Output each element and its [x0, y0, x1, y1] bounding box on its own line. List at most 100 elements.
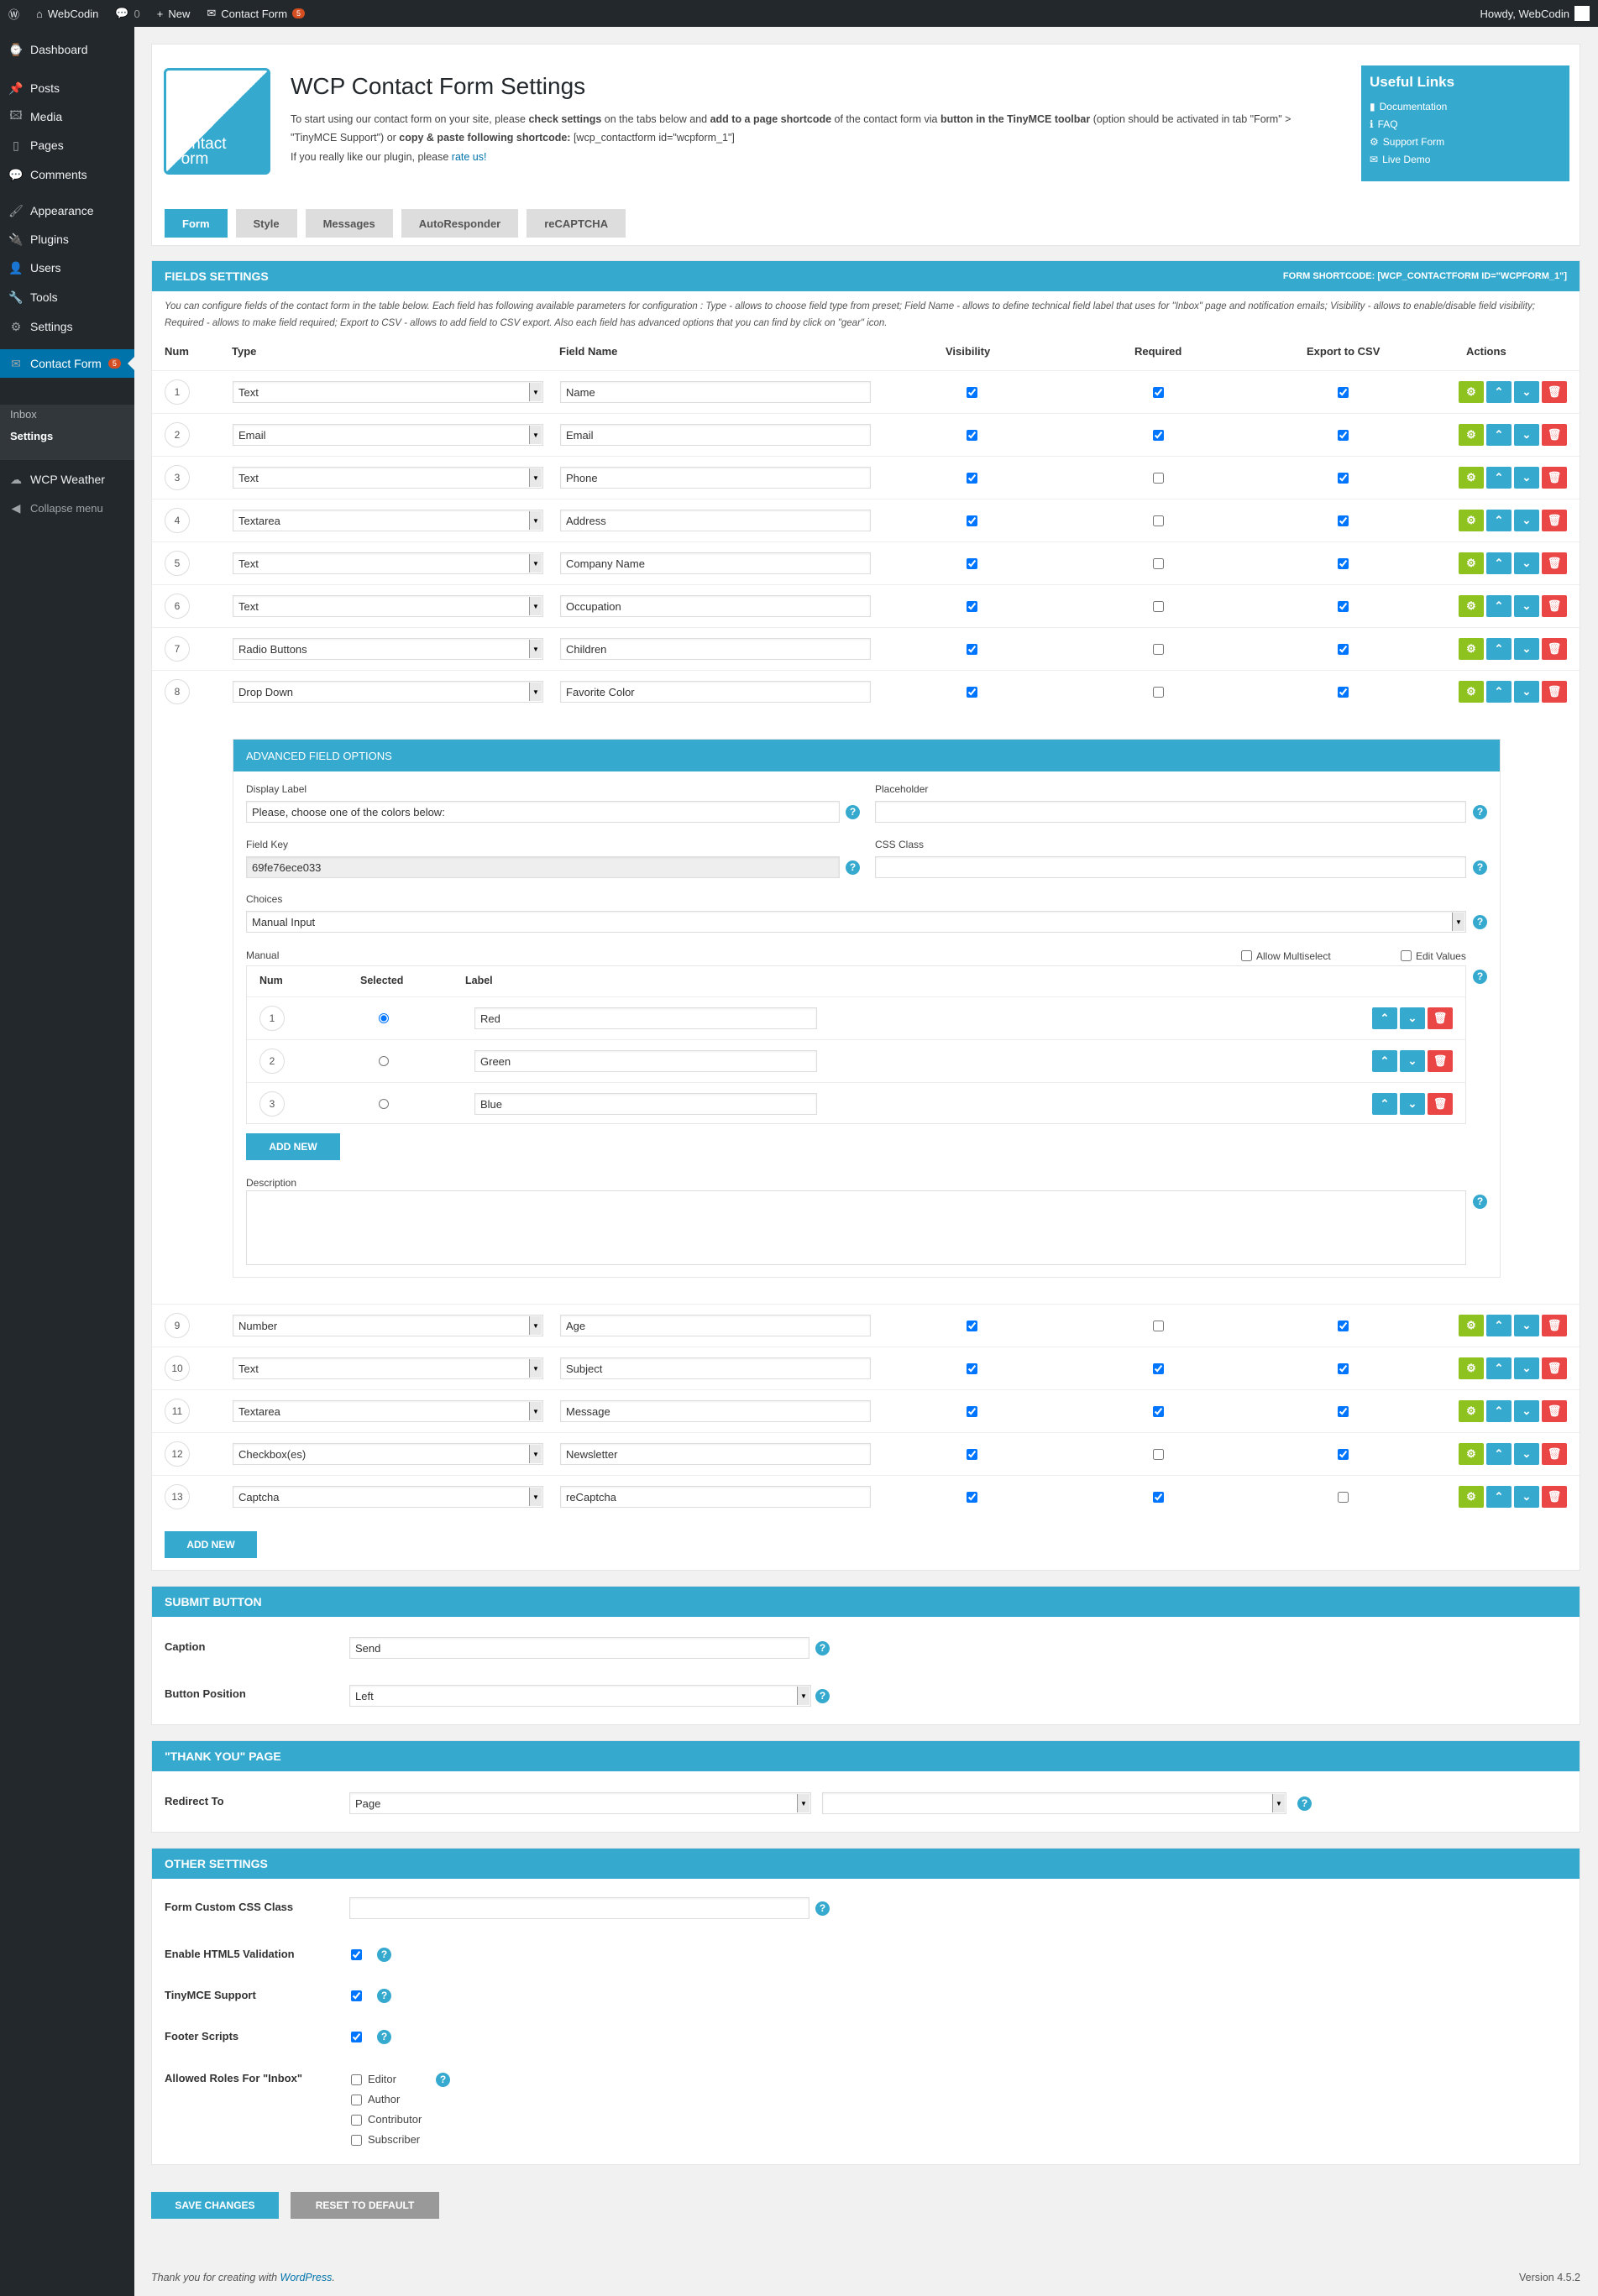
export-csv-checkbox[interactable]: [1338, 1363, 1349, 1374]
chevron-down-button[interactable]: ⌄: [1400, 1007, 1425, 1029]
field-type-select[interactable]: Checkbox(es) ▼: [233, 1443, 543, 1465]
role-checkbox-subscriber[interactable]: [351, 2135, 362, 2146]
export-csv-checkbox[interactable]: [1338, 515, 1349, 526]
gear-button[interactable]: ⚙: [1459, 638, 1484, 660]
help-icon[interactable]: ?: [1473, 860, 1487, 875]
field-name-input[interactable]: Company Name: [560, 552, 871, 574]
redirect-page-select[interactable]: ▼: [822, 1792, 1286, 1814]
visibility-checkbox[interactable]: [967, 1492, 977, 1503]
field-name-input[interactable]: Newsletter: [560, 1443, 871, 1465]
help-icon[interactable]: ?: [1297, 1797, 1312, 1811]
help-icon[interactable]: ?: [815, 1901, 830, 1916]
help-icon[interactable]: ?: [377, 1989, 391, 2003]
export-csv-checkbox[interactable]: [1338, 558, 1349, 569]
gear-button[interactable]: ⚙: [1459, 595, 1484, 617]
tab-autoresponder[interactable]: AutoResponder: [401, 209, 519, 238]
visibility-checkbox[interactable]: [967, 473, 977, 484]
selected-radio[interactable]: [379, 1013, 389, 1023]
export-csv-checkbox[interactable]: [1338, 601, 1349, 612]
visibility-checkbox[interactable]: [967, 558, 977, 569]
tab-style[interactable]: Style: [235, 209, 297, 238]
chevron-up-button[interactable]: ⌃: [1486, 1486, 1512, 1508]
field-name-input[interactable]: Occupation: [560, 595, 871, 617]
trash-button[interactable]: 🗑: [1542, 681, 1567, 703]
field-type-select[interactable]: Drop Down ▼: [233, 681, 543, 703]
visibility-checkbox[interactable]: [967, 601, 977, 612]
required-checkbox[interactable]: [1153, 387, 1164, 398]
help-icon[interactable]: ?: [1473, 805, 1487, 819]
chevron-up-button[interactable]: ⌃: [1486, 424, 1512, 446]
sidebar-item-wcp-weather[interactable]: ☁ WCP Weather: [10, 472, 105, 487]
role-checkbox-editor[interactable]: [351, 2074, 362, 2085]
new-link[interactable]: + New: [156, 7, 191, 20]
edit-values-checkbox[interactable]: [1401, 950, 1412, 961]
chevron-up-button[interactable]: ⌃: [1486, 467, 1512, 489]
visibility-checkbox[interactable]: [967, 1321, 977, 1331]
export-csv-checkbox[interactable]: [1338, 1321, 1349, 1331]
visibility-checkbox[interactable]: [967, 1363, 977, 1374]
field-type-select[interactable]: Radio Buttons ▼: [233, 638, 543, 660]
chevron-down-button[interactable]: ⌄: [1514, 552, 1539, 574]
description-textarea[interactable]: [246, 1190, 1466, 1265]
caption-input[interactable]: Send: [349, 1637, 809, 1659]
help-icon[interactable]: ?: [846, 860, 860, 875]
gear-button[interactable]: ⚙: [1459, 424, 1484, 446]
chevron-up-button[interactable]: ⌃: [1372, 1093, 1397, 1115]
gear-button[interactable]: ⚙: [1459, 1315, 1484, 1336]
help-icon[interactable]: ?: [377, 1948, 391, 1962]
visibility-checkbox[interactable]: [967, 644, 977, 655]
field-type-select[interactable]: Textarea ▼: [233, 1400, 543, 1422]
visibility-checkbox[interactable]: [967, 1406, 977, 1417]
chevron-up-button[interactable]: ⌃: [1486, 552, 1512, 574]
save-changes-button[interactable]: Save Changes: [151, 2192, 279, 2219]
contact-form-link[interactable]: ✉ Contact Form 5: [198, 0, 313, 27]
field-type-select[interactable]: Text ▼: [233, 552, 543, 574]
required-checkbox[interactable]: [1153, 473, 1164, 484]
trash-button[interactable]: 🗑: [1542, 1443, 1567, 1465]
trash-button[interactable]: 🗑: [1542, 595, 1567, 617]
gear-button[interactable]: ⚙: [1459, 510, 1484, 531]
sidebar-item-appearance[interactable]: 🖌 Appearance: [8, 203, 94, 218]
selected-radio[interactable]: [379, 1099, 389, 1109]
export-csv-checkbox[interactable]: [1338, 1406, 1349, 1417]
add-field-button[interactable]: Add New: [165, 1531, 257, 1558]
chevron-down-button[interactable]: ⌄: [1514, 681, 1539, 703]
chevron-down-button[interactable]: ⌄: [1514, 510, 1539, 531]
gear-button[interactable]: ⚙: [1459, 467, 1484, 489]
chevron-down-button[interactable]: ⌄: [1400, 1050, 1425, 1072]
required-checkbox[interactable]: [1153, 1492, 1164, 1503]
trash-button[interactable]: 🗑: [1542, 1315, 1567, 1336]
role-checkbox-contributor[interactable]: [351, 2115, 362, 2126]
useful-link[interactable]: ✉ Live Demo: [1370, 154, 1431, 165]
required-checkbox[interactable]: [1153, 644, 1164, 655]
field-name-input[interactable]: Subject: [560, 1357, 871, 1379]
required-checkbox[interactable]: [1153, 1406, 1164, 1417]
site-link[interactable]: ⌂ WebCodin: [36, 7, 99, 20]
footer-scripts-checkbox[interactable]: [351, 2032, 362, 2042]
field-key-input[interactable]: 69fe76ece033: [246, 856, 840, 878]
required-checkbox[interactable]: [1153, 558, 1164, 569]
required-checkbox[interactable]: [1153, 1321, 1164, 1331]
chevron-down-button[interactable]: ⌄: [1514, 1357, 1539, 1379]
role-checkbox-author[interactable]: [351, 2095, 362, 2105]
trash-button[interactable]: 🗑: [1542, 467, 1567, 489]
gear-button[interactable]: ⚙: [1459, 681, 1484, 703]
trash-button[interactable]: 🗑: [1428, 1050, 1453, 1072]
field-name-input[interactable]: Name: [560, 381, 871, 403]
chevron-down-button[interactable]: ⌄: [1514, 638, 1539, 660]
choice-label-input[interactable]: Red: [474, 1007, 817, 1029]
export-csv-checkbox[interactable]: [1338, 1449, 1349, 1460]
field-name-input[interactable]: Email: [560, 424, 871, 446]
trash-button[interactable]: 🗑: [1542, 1357, 1567, 1379]
sidebar-item-dashboard[interactable]: ⌚ Dashboard: [8, 42, 88, 57]
choice-label-input[interactable]: Green: [474, 1050, 817, 1072]
sidebar-item-media[interactable]: 🖾 Media: [0, 102, 134, 131]
chevron-up-button[interactable]: ⌃: [1486, 1400, 1512, 1422]
account-menu[interactable]: Howdy, WebCodin: [1472, 0, 1598, 27]
tab-form[interactable]: Form: [165, 209, 228, 238]
custom-css-class-input[interactable]: [349, 1897, 809, 1919]
help-icon[interactable]: ?: [1473, 915, 1487, 929]
gear-button[interactable]: ⚙: [1459, 1400, 1484, 1422]
comments-link[interactable]: 💬 0: [115, 7, 140, 20]
sidebar-item-contact-form[interactable]: ✉ Contact Form 5: [0, 349, 134, 378]
